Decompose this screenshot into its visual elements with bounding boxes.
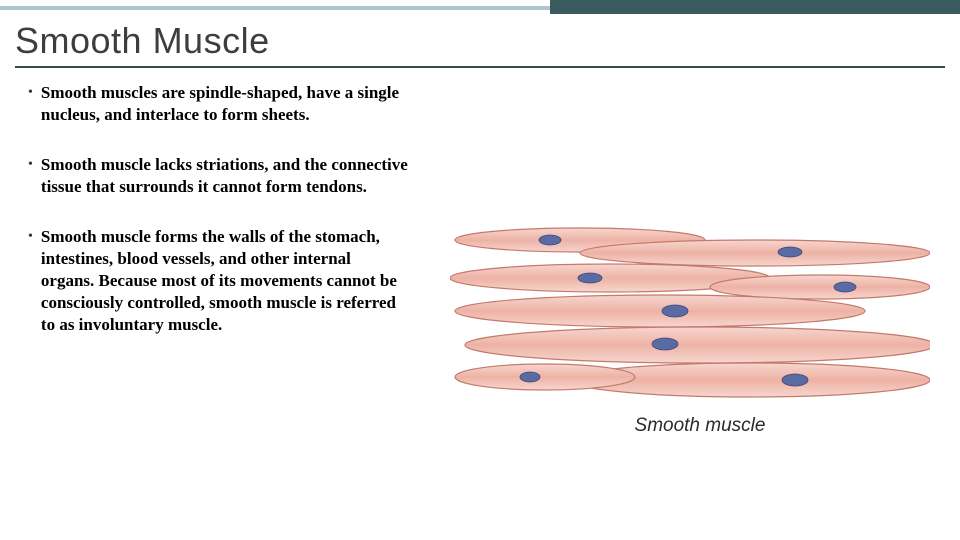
- smooth-muscle-diagram: [450, 180, 930, 440]
- muscle-cells-svg: [450, 180, 930, 440]
- header-decoration: [0, 0, 960, 18]
- cell-nucleus: [782, 374, 808, 386]
- header-bar-light: [0, 6, 640, 10]
- cell-nucleus: [578, 273, 602, 283]
- list-item: • Smooth muscle forms the walls of the s…: [28, 226, 408, 336]
- bullet-icon: •: [28, 154, 33, 176]
- muscle-cell: [455, 295, 865, 327]
- cell-nucleus: [539, 235, 561, 245]
- muscle-cell: [710, 275, 930, 299]
- list-item: • Smooth muscle lacks striations, and th…: [28, 154, 408, 198]
- slide: Smooth Muscle • Smooth muscles are spind…: [0, 0, 960, 540]
- list-item: • Smooth muscles are spindle-shaped, hav…: [28, 82, 408, 126]
- bullet-text: Smooth muscle lacks striations, and the …: [41, 154, 408, 198]
- title-underline: [15, 66, 945, 68]
- cell-nucleus: [662, 305, 688, 317]
- cell-nucleus: [834, 282, 856, 292]
- bullet-list: • Smooth muscles are spindle-shaped, hav…: [28, 82, 408, 364]
- bullet-icon: •: [28, 82, 33, 104]
- bullet-text: Smooth muscles are spindle-shaped, have …: [41, 82, 408, 126]
- muscle-cell: [465, 327, 930, 363]
- bullet-text: Smooth muscle forms the walls of the sto…: [41, 226, 408, 336]
- page-title: Smooth Muscle: [15, 20, 270, 62]
- muscle-cell: [580, 240, 930, 266]
- bullet-icon: •: [28, 226, 33, 248]
- header-bar-dark: [550, 0, 960, 14]
- cell-nucleus: [652, 338, 678, 350]
- cell-nucleus: [778, 247, 802, 257]
- cell-nucleus: [520, 372, 540, 382]
- figure-caption: Smooth muscle: [560, 415, 840, 437]
- muscle-cell: [455, 364, 635, 390]
